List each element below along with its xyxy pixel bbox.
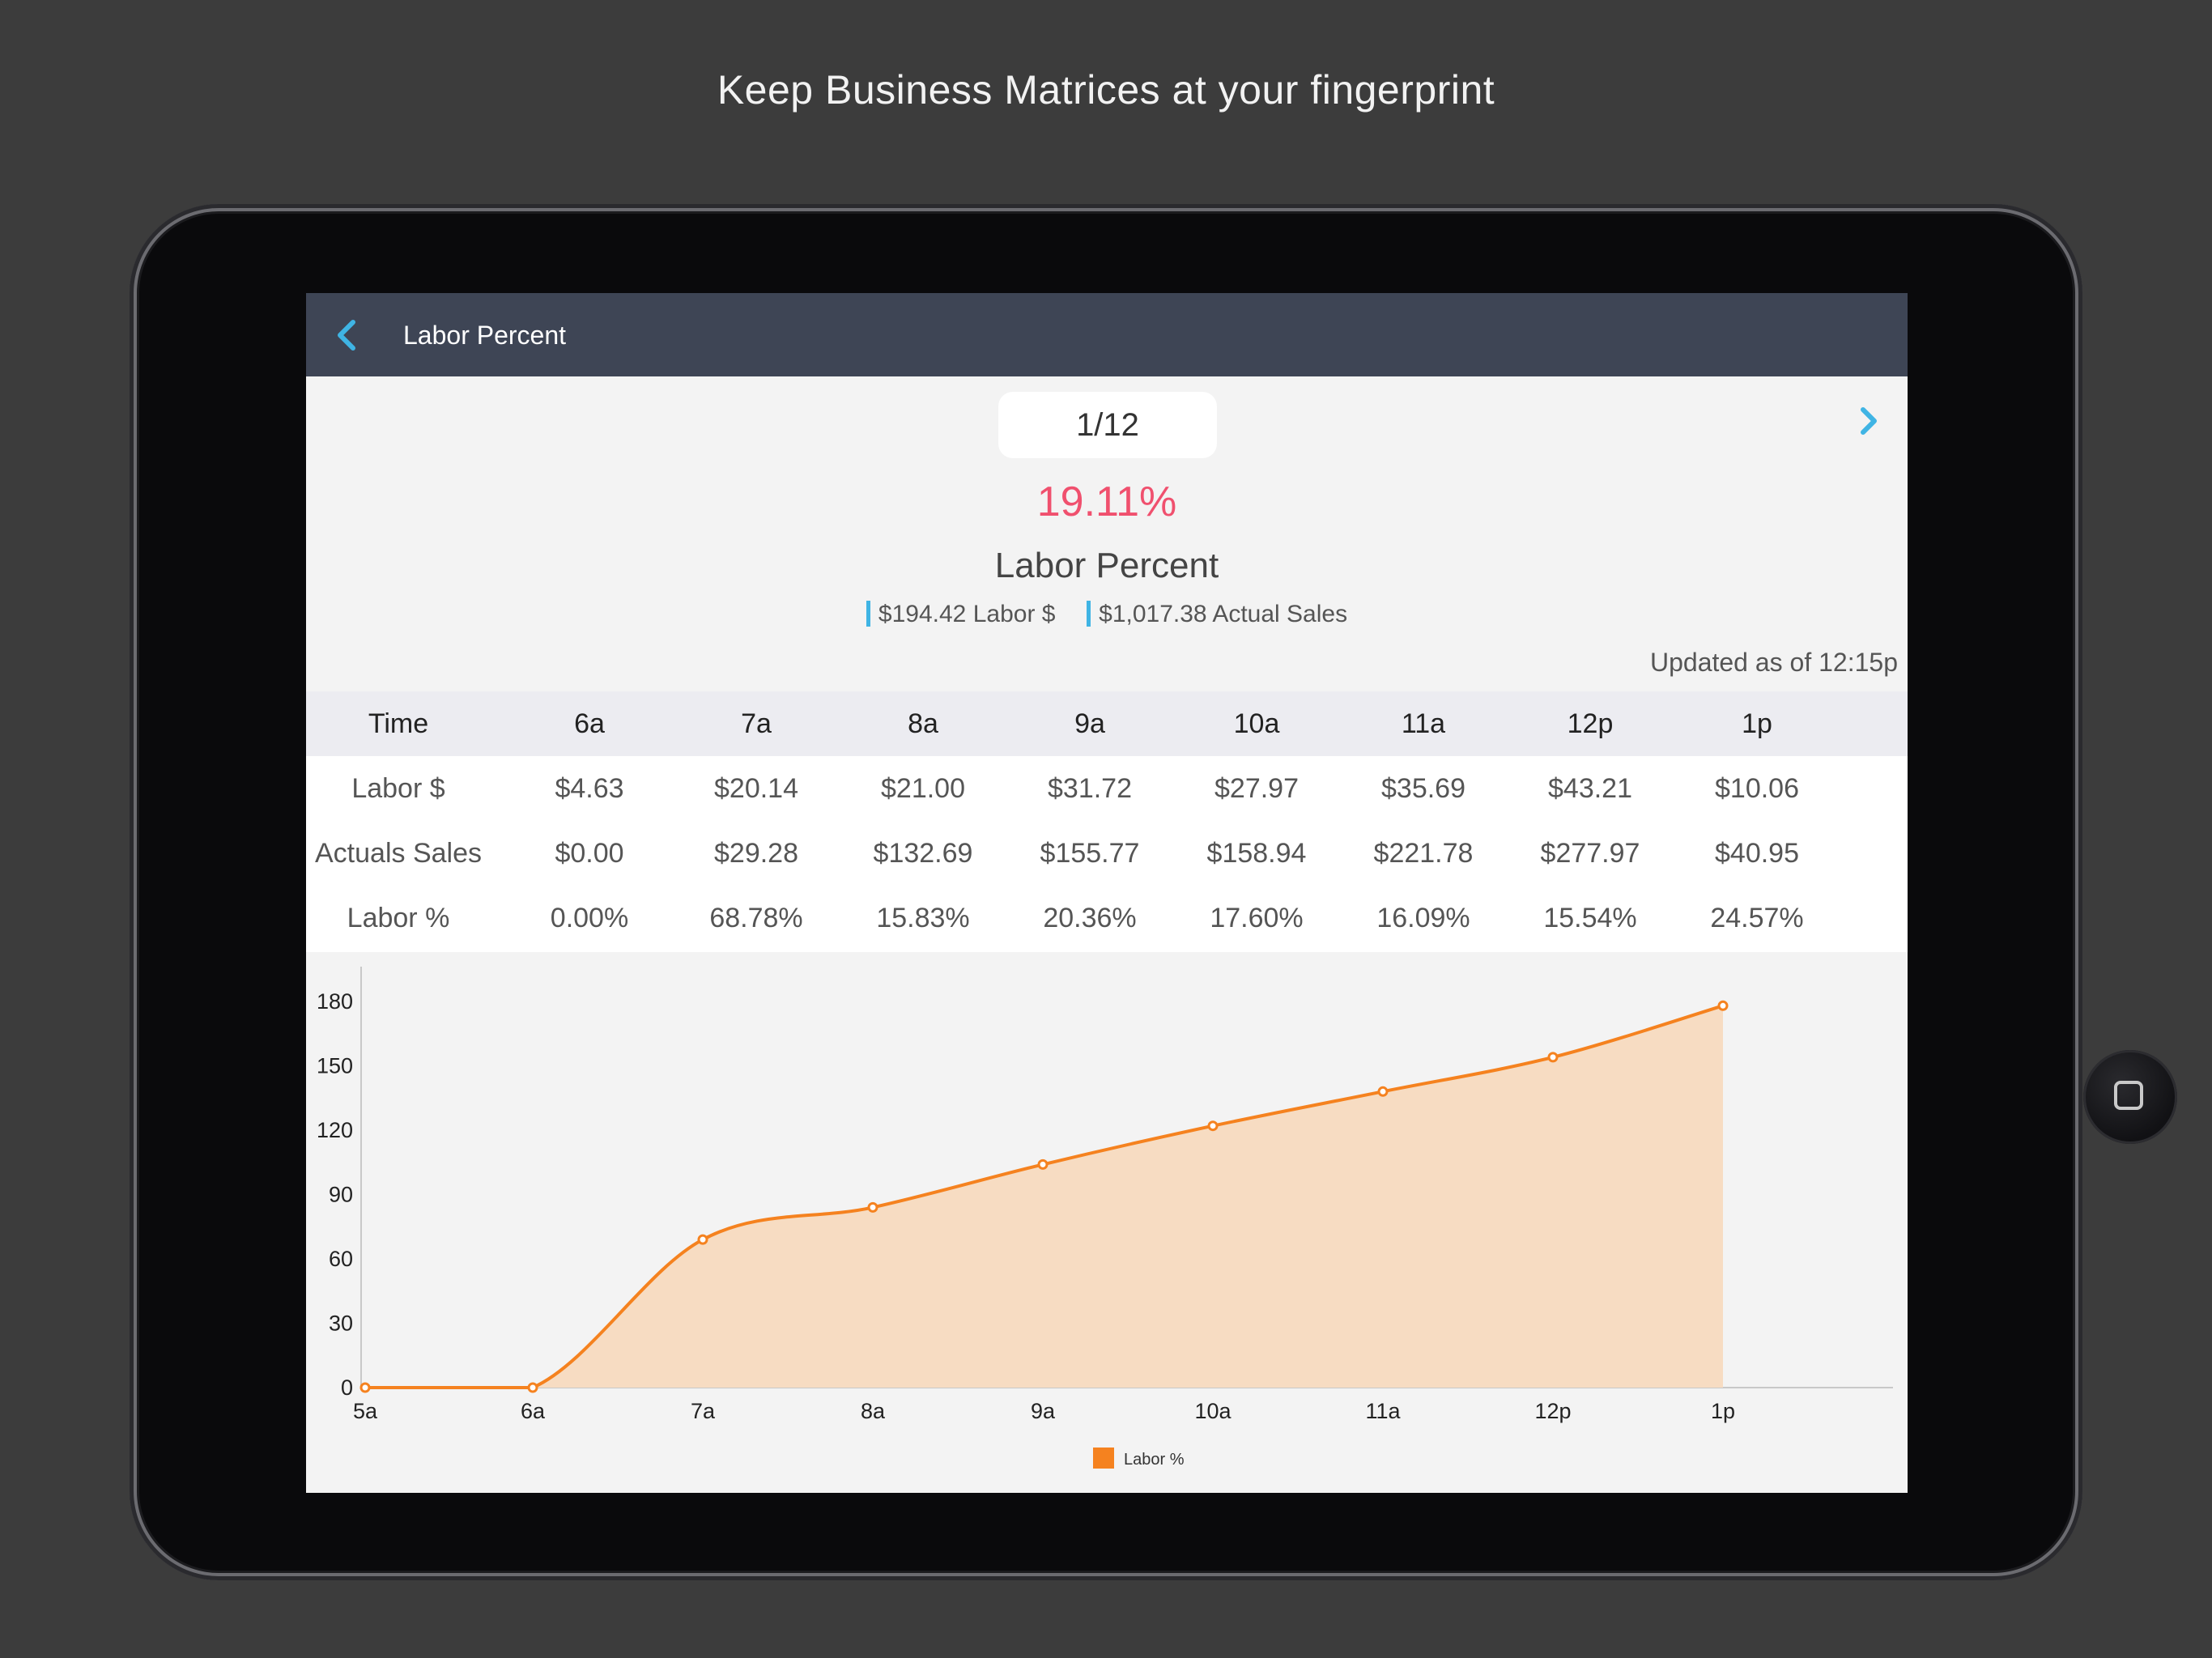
- table-header-cell: 12p: [1567, 708, 1614, 739]
- labor-cell: $21.00: [881, 773, 965, 804]
- data-point: [1717, 1000, 1729, 1011]
- labor-cell: $10.06: [1715, 773, 1799, 804]
- table-header-cell: 7a: [741, 708, 772, 739]
- x-tick-label: 5a: [353, 1399, 378, 1423]
- y-tick-label: 60: [329, 1247, 353, 1271]
- labor-pct-cell: 17.60%: [1210, 903, 1304, 933]
- labor-cell: $35.69: [1381, 773, 1465, 804]
- labor-pct-cell: 15.83%: [876, 903, 970, 933]
- table-header-cell: 6a: [574, 708, 605, 739]
- labor-cell: $27.97: [1214, 773, 1299, 804]
- sales-amount: $1,017.38: [1099, 601, 1207, 627]
- labor-pct-cell: 68.78%: [709, 903, 803, 933]
- table-header-cell: 1p: [1742, 708, 1772, 739]
- x-tick-label: 7a: [691, 1399, 716, 1423]
- labor-cell: $20.14: [714, 773, 798, 804]
- area-fill: [365, 1005, 1723, 1388]
- next-button[interactable]: [1857, 403, 1881, 439]
- sales-cell: $40.95: [1715, 838, 1799, 869]
- labor-percent-chart: 0 30 60 90 120 150 180 5a 6a 7a 8a 9a 10a 11a 12p 1p Lab…: [306, 952, 1908, 1493]
- labor-pct-cell: 15.54%: [1543, 903, 1637, 933]
- y-tick-label: 0: [341, 1375, 353, 1400]
- data-point: [697, 1234, 708, 1245]
- labor-cell: $43.21: [1548, 773, 1632, 804]
- chevron-left-icon: [338, 320, 355, 351]
- home-button[interactable]: [2083, 1050, 2177, 1144]
- x-tick-label: 8a: [861, 1399, 886, 1423]
- x-tick-label: 11a: [1365, 1399, 1401, 1423]
- labor-label: Labor $: [972, 601, 1056, 627]
- page-indicator: 1/12: [998, 392, 1217, 458]
- hourly-table[interactable]: Time 5a 6a 7a 8a 9a 10a 11a 12p 1p Labor $ $0.00…: [306, 691, 1908, 952]
- app-screen: Labor Percent 1/12 19.11% Labor Percent …: [306, 293, 1908, 1493]
- data-point: [1207, 1120, 1219, 1132]
- x-tick-label: 10a: [1194, 1399, 1231, 1423]
- y-tick-label: 120: [317, 1118, 353, 1142]
- labor-pct-cell: 0.00%: [491, 886, 506, 950]
- table-row: Actuals Sales $0.00 $0.00 $29.28 $132.69 $15…: [306, 821, 1908, 886]
- sales-cell: $158.94: [1206, 838, 1307, 869]
- data-point: [527, 1382, 538, 1393]
- x-tick-label: 9a: [1031, 1399, 1056, 1423]
- y-tick-label: 180: [317, 989, 353, 1014]
- legend-swatch: [1093, 1448, 1114, 1469]
- labor-cell: $31.72: [1048, 773, 1132, 804]
- y-tick-label: 30: [329, 1312, 353, 1336]
- labor-pct-cell: 20.36%: [1043, 903, 1137, 933]
- labor-percent-value: 19.11%: [1036, 478, 1177, 525]
- table-row: Labor % 0.00% 0.00% 68.78% 15.83% 20.36% 17.6…: [306, 886, 1908, 952]
- legend-bar: [1087, 601, 1091, 627]
- table-header-cell: 5a: [491, 691, 506, 756]
- labor-pct-cell: 24.57%: [1710, 903, 1804, 933]
- table-header-cell: 10a: [1233, 708, 1280, 739]
- labor-pct-cell: 0.00%: [550, 903, 629, 933]
- labor-cell: $0.00: [491, 756, 506, 821]
- labor-cell: $4.63: [555, 773, 624, 804]
- table-header-cell: 11a: [1401, 708, 1446, 739]
- x-tick-label: 1p: [1711, 1399, 1735, 1423]
- x-tick-label: 12p: [1534, 1399, 1571, 1423]
- sales-cell: $29.28: [714, 838, 798, 869]
- data-point: [1377, 1086, 1389, 1097]
- back-button[interactable]: [330, 317, 363, 353]
- labor-pct-cell: 16.09%: [1376, 903, 1470, 933]
- row-header-sales: Actuals Sales: [315, 838, 482, 869]
- data-point: [359, 1382, 371, 1393]
- series-line: [365, 1004, 1724, 1389]
- sales-label: Actual Sales: [1212, 601, 1348, 627]
- promo-title: Keep Business Matrices at your fingerpri…: [717, 67, 1495, 113]
- home-square-icon: [2114, 1081, 2143, 1110]
- sales-cell: $221.78: [1373, 838, 1474, 869]
- row-header-pct: Labor %: [347, 903, 450, 933]
- legend-label: Labor %: [1124, 1451, 1185, 1469]
- nav-title: Labor Percent: [403, 321, 567, 350]
- table-header-cell: 9a: [1074, 708, 1105, 739]
- labor-amount: $194.42: [878, 601, 967, 627]
- chevron-right-icon: [1861, 407, 1877, 435]
- legend-bar: [866, 601, 870, 627]
- metric-title: Labor Percent: [994, 546, 1219, 585]
- nav-bar: Labor Percent: [306, 293, 1908, 376]
- data-point: [867, 1201, 878, 1213]
- x-tick-label: 6a: [521, 1399, 546, 1423]
- updated-timestamp: Updated as of 12:15p: [1649, 648, 1898, 677]
- table-row: Labor $ $0.00 $4.63 $20.14 $21.00 $31.72 $27.…: [306, 756, 1908, 821]
- sales-cell: $277.97: [1540, 838, 1640, 869]
- data-point: [1037, 1158, 1049, 1170]
- metric-breakdown: $194.42 Labor $ $1,017.38 Actual Sales: [306, 601, 1908, 628]
- sales-cell: $0.00: [491, 821, 506, 886]
- row-header-labor: Labor $: [351, 773, 445, 804]
- y-tick-label: 150: [317, 1054, 353, 1078]
- data-point: [1547, 1052, 1559, 1063]
- table-header-row: Time 5a 6a 7a 8a 9a 10a 11a 12p 1p: [306, 691, 1908, 756]
- sales-cell: $132.69: [873, 838, 973, 869]
- row-header-time: Time: [368, 708, 429, 739]
- table-header-cell: 8a: [908, 708, 938, 739]
- sales-cell: $0.00: [555, 838, 624, 869]
- y-tick-label: 90: [329, 1183, 353, 1207]
- sales-cell: $155.77: [1040, 838, 1140, 869]
